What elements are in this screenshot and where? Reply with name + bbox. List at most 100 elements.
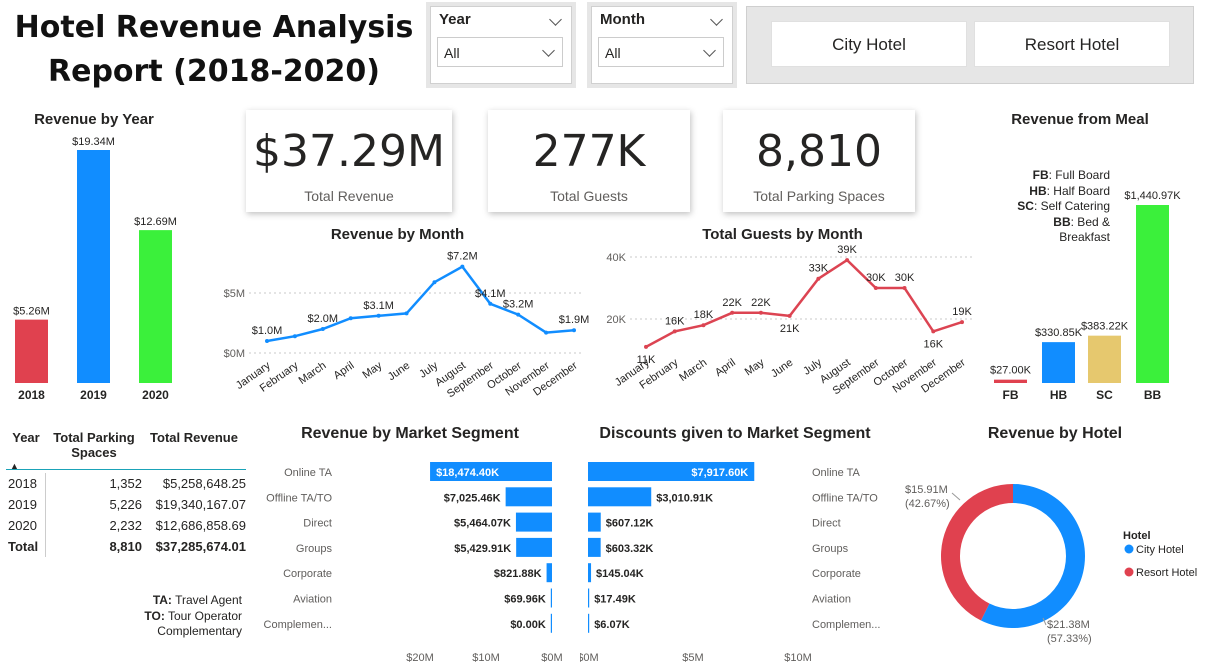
bar-segment[interactable] [550, 588, 552, 608]
year-dropdown[interactable]: All [437, 37, 563, 67]
bar-BB[interactable] [1136, 205, 1169, 383]
data-point[interactable] [265, 339, 269, 343]
bar-segment[interactable] [430, 462, 552, 481]
bar-segment[interactable] [588, 512, 601, 532]
data-label: $27.00K [990, 365, 1032, 377]
hotel-slicer: City Hotel Resort Hotel [746, 6, 1194, 84]
legend-marker[interactable] [1124, 567, 1134, 577]
year-dropdown-value: All [444, 45, 460, 61]
table-total-row[interactable]: Total 8,810 $37,285,674.01 [6, 536, 246, 557]
data-label: $821.88K [494, 568, 542, 580]
data-point[interactable] [816, 276, 821, 281]
resort-hotel-button[interactable]: Resort Hotel [974, 21, 1170, 67]
bar-segment[interactable] [588, 563, 592, 583]
data-point[interactable] [348, 316, 353, 321]
data-point[interactable] [701, 323, 706, 328]
data-point[interactable] [672, 329, 677, 334]
guests-by-month-title: Total Guests by Month [702, 226, 863, 243]
col-header-parking[interactable]: Total Parking Spaces [53, 430, 135, 460]
data-label: $607.12K [606, 518, 654, 530]
data-label: $4.1M [475, 288, 506, 300]
x-tick-label: $10M [784, 652, 812, 664]
col-header-revenue[interactable]: Total Revenue [150, 430, 238, 445]
data-point[interactable] [292, 334, 297, 339]
data-label: $1.0M [252, 325, 283, 337]
bar-segment[interactable] [588, 537, 601, 557]
data-point[interactable] [544, 330, 549, 335]
bar-FB[interactable] [994, 379, 1027, 383]
col-header-year[interactable]: Year [12, 430, 40, 445]
sort-ascending-icon[interactable]: ▲ [10, 461, 19, 471]
month-slicer-label: Month [600, 11, 645, 28]
series-line[interactable] [266, 264, 575, 343]
bar-segment[interactable] [550, 613, 552, 633]
legend-marker[interactable] [1124, 544, 1134, 554]
data-point[interactable] [320, 327, 325, 331]
bar-2020[interactable] [139, 230, 172, 383]
data-point[interactable] [730, 310, 735, 315]
slice-city-hotel[interactable] [980, 484, 1085, 628]
data-point[interactable] [758, 310, 763, 315]
legend-label[interactable]: Resort Hotel [1136, 567, 1197, 579]
data-label: $2.0M [308, 313, 339, 325]
data-point[interactable] [404, 311, 409, 316]
slice-resort-hotel[interactable] [941, 484, 1013, 621]
bar-HB[interactable] [1042, 342, 1075, 383]
revenue-by-year-chart: $5.26M 2018 $19.34M 2019 $12.69M 2020 [13, 136, 177, 402]
chevron-down-icon[interactable] [710, 13, 723, 26]
data-label: $145.04K [596, 568, 644, 580]
series-line[interactable] [645, 258, 963, 349]
data-label: $330.85K [1035, 327, 1083, 339]
month-dropdown[interactable]: All [598, 37, 724, 67]
x-tick-label: March [297, 360, 329, 387]
bar-segment[interactable] [546, 563, 552, 583]
data-point[interactable] [376, 313, 381, 318]
data-point[interactable] [931, 329, 936, 334]
leader-line [951, 492, 961, 501]
x-tick-label: April [713, 357, 738, 379]
data-label: $7,917.60K [691, 467, 748, 479]
data-point[interactable] [572, 328, 576, 333]
data-point[interactable] [960, 320, 964, 325]
table-cell: $12,686,858.69 [155, 518, 246, 533]
table-cell: 5,226 [109, 497, 142, 512]
kpi-label: Total Parking Spaces [753, 188, 885, 204]
data-point[interactable] [873, 286, 878, 290]
data-point[interactable] [460, 264, 465, 269]
category-label: Aviation [293, 594, 332, 606]
data-label: 30K [895, 272, 915, 284]
bar-segment[interactable] [588, 462, 755, 481]
data-point[interactable] [488, 301, 493, 306]
table-row[interactable]: 2020 2,232 $12,686,858.69 [6, 515, 246, 536]
city-hotel-button[interactable]: City Hotel [771, 21, 967, 67]
data-point[interactable] [787, 313, 792, 318]
bar-2018[interactable] [15, 319, 48, 383]
table-row[interactable]: 2019 5,226 $19,340,167.07 [6, 494, 246, 515]
bar-2019[interactable] [77, 150, 110, 383]
data-label: $3,010.91K [656, 492, 713, 504]
bar-segment[interactable] [588, 487, 652, 507]
segment-abbrev-note: TA: Travel Agent TO: Tour Operator Compl… [144, 593, 242, 638]
data-point[interactable] [432, 280, 437, 285]
legend-label[interactable]: City Hotel [1136, 544, 1184, 556]
data-point[interactable] [516, 312, 521, 317]
category-label: Direct [812, 518, 841, 530]
bar-segment[interactable] [588, 588, 590, 608]
table-row[interactable]: 2018 1,352 $5,258,648.25 [6, 473, 246, 494]
category-label: Groups [296, 543, 333, 555]
bar-segment[interactable] [516, 537, 552, 557]
bar-segment[interactable] [515, 512, 552, 532]
data-point[interactable] [902, 286, 907, 290]
guests-by-month-chart: 20K40K11KJanuary16KFebruary18KMarch22KAp… [606, 245, 972, 397]
category-label: Corporate [812, 568, 861, 580]
category-label: Offline TA/TO [266, 492, 332, 504]
data-point[interactable] [845, 258, 850, 263]
kpi-label: Total Guests [550, 188, 628, 204]
bar-SC[interactable] [1088, 335, 1121, 383]
chevron-down-icon[interactable] [549, 13, 562, 26]
revenue-by-hotel-chart: $21.38M (57.33%) $15.91M (42.67%) Hotel City … [905, 484, 1197, 645]
slice-label: (57.33%) [1047, 633, 1092, 645]
bar-segment[interactable] [588, 613, 590, 633]
bar-segment[interactable] [505, 487, 552, 507]
data-point[interactable] [644, 344, 648, 349]
